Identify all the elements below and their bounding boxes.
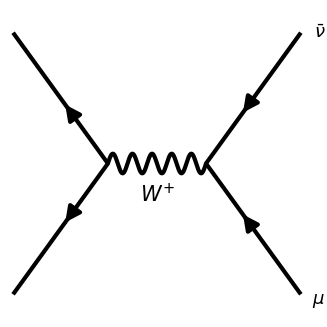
Text: $W^{+}$: $W^{+}$ [140,183,174,206]
Text: $\mu$: $\mu$ [313,292,325,310]
Text: $\bar{\nu}$: $\bar{\nu}$ [314,24,325,42]
